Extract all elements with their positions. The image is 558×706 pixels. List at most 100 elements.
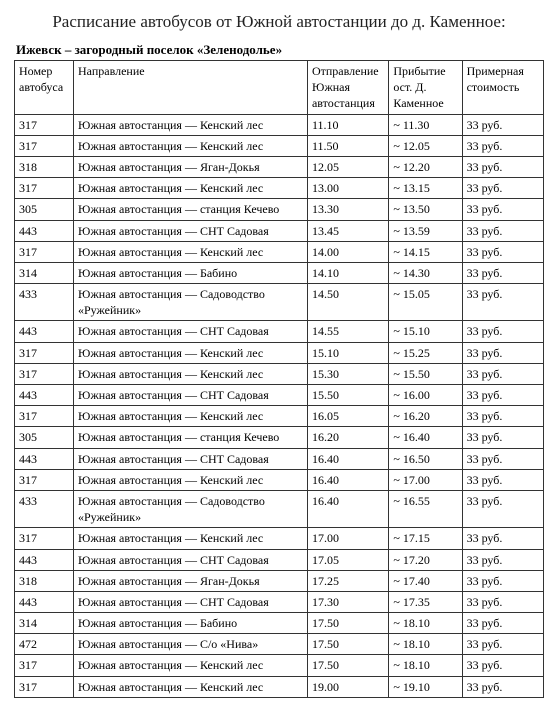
- cell-direction: Южная автостанция — СНТ Садовая: [74, 321, 308, 342]
- cell-direction: Южная автостанция — Кенский лес: [74, 135, 308, 156]
- table-body: 317Южная автостанция — Кенский лес11.10~…: [15, 114, 544, 697]
- cell-direction: Южная автостанция — Садоводство «Ружейни…: [74, 490, 308, 527]
- table-row: 317Южная автостанция — Кенский лес13.00~…: [15, 178, 544, 199]
- table-row: 317Южная автостанция — Кенский лес15.30~…: [15, 363, 544, 384]
- cell-bus-number: 317: [15, 114, 74, 135]
- cell-direction: Южная автостанция — СНТ Садовая: [74, 220, 308, 241]
- cell-departure: 13.00: [307, 178, 388, 199]
- cell-departure: 17.50: [307, 613, 388, 634]
- table-row: 443Южная автостанция — СНТ Садовая14.55~…: [15, 321, 544, 342]
- cell-bus-number: 317: [15, 676, 74, 697]
- table-row: 305Южная автостанция — станция Кечево13.…: [15, 199, 544, 220]
- cell-bus-number: 433: [15, 490, 74, 527]
- cell-bus-number: 472: [15, 634, 74, 655]
- cell-direction: Южная автостанция — Кенский лес: [74, 655, 308, 676]
- table-row: 433Южная автостанция — Садоводство «Руже…: [15, 284, 544, 321]
- cell-bus-number: 317: [15, 469, 74, 490]
- col-departure: Отправление Южная автостанция: [307, 61, 388, 115]
- cell-bus-number: 433: [15, 284, 74, 321]
- table-row: 443Южная автостанция — СНТ Садовая17.30~…: [15, 591, 544, 612]
- cell-departure: 12.05: [307, 156, 388, 177]
- cell-bus-number: 305: [15, 199, 74, 220]
- cell-arrival: ~ 17.35: [389, 591, 462, 612]
- table-row: 317Южная автостанция — Кенский лес17.00~…: [15, 528, 544, 549]
- cell-bus-number: 314: [15, 613, 74, 634]
- cell-direction: Южная автостанция — Яган-Докья: [74, 156, 308, 177]
- cell-departure: 17.50: [307, 634, 388, 655]
- page-title: Расписание автобусов от Южной автостанци…: [14, 12, 544, 32]
- schedule-table: Номер автобуса Направление Отправление Ю…: [14, 60, 544, 698]
- cell-cost: 33 руб.: [462, 363, 543, 384]
- cell-bus-number: 317: [15, 241, 74, 262]
- cell-cost: 33 руб.: [462, 284, 543, 321]
- cell-cost: 33 руб.: [462, 427, 543, 448]
- cell-cost: 33 руб.: [462, 490, 543, 527]
- cell-cost: 33 руб.: [462, 613, 543, 634]
- cell-bus-number: 443: [15, 385, 74, 406]
- cell-bus-number: 443: [15, 321, 74, 342]
- cell-bus-number: 317: [15, 135, 74, 156]
- cell-cost: 33 руб.: [462, 114, 543, 135]
- cell-departure: 15.50: [307, 385, 388, 406]
- cell-bus-number: 317: [15, 528, 74, 549]
- cell-departure: 17.05: [307, 549, 388, 570]
- cell-direction: Южная автостанция — Кенский лес: [74, 406, 308, 427]
- table-row: 317Южная автостанция — Кенский лес14.00~…: [15, 241, 544, 262]
- cell-departure: 16.40: [307, 490, 388, 527]
- table-row: 318Южная автостанция — Яган-Докья17.25~ …: [15, 570, 544, 591]
- cell-arrival: ~ 15.50: [389, 363, 462, 384]
- cell-direction: Южная автостанция — Кенский лес: [74, 469, 308, 490]
- cell-bus-number: 317: [15, 363, 74, 384]
- cell-arrival: ~ 15.05: [389, 284, 462, 321]
- cell-departure: 13.30: [307, 199, 388, 220]
- table-row: 317Южная автостанция — Кенский лес19.00~…: [15, 676, 544, 697]
- cell-arrival: ~ 15.10: [389, 321, 462, 342]
- table-row: 305Южная автостанция — станция Кечево16.…: [15, 427, 544, 448]
- cell-direction: Южная автостанция — Кенский лес: [74, 178, 308, 199]
- table-row: 317Южная автостанция — Кенский лес15.10~…: [15, 342, 544, 363]
- cell-direction: Южная автостанция — Яган-Докья: [74, 570, 308, 591]
- cell-direction: Южная автостанция — Кенский лес: [74, 528, 308, 549]
- cell-cost: 33 руб.: [462, 135, 543, 156]
- cell-direction: Южная автостанция — Кенский лес: [74, 342, 308, 363]
- cell-bus-number: 305: [15, 427, 74, 448]
- table-row: 433Южная автостанция — Садоводство «Руже…: [15, 490, 544, 527]
- route-subtitle: Ижевск – загородный поселок «Зеленодолье…: [14, 42, 544, 58]
- cell-cost: 33 руб.: [462, 634, 543, 655]
- cell-arrival: ~ 16.50: [389, 448, 462, 469]
- table-row: 317Южная автостанция — Кенский лес16.40~…: [15, 469, 544, 490]
- cell-bus-number: 318: [15, 570, 74, 591]
- cell-departure: 16.20: [307, 427, 388, 448]
- cell-bus-number: 318: [15, 156, 74, 177]
- table-row: 317Южная автостанция — Кенский лес16.05~…: [15, 406, 544, 427]
- cell-arrival: ~ 17.15: [389, 528, 462, 549]
- cell-bus-number: 443: [15, 220, 74, 241]
- cell-cost: 33 руб.: [462, 448, 543, 469]
- table-row: 443Южная автостанция — СНТ Садовая16.40~…: [15, 448, 544, 469]
- cell-cost: 33 руб.: [462, 469, 543, 490]
- cell-direction: Южная автостанция — станция Кечево: [74, 427, 308, 448]
- cell-arrival: ~ 17.00: [389, 469, 462, 490]
- cell-arrival: ~ 19.10: [389, 676, 462, 697]
- col-cost: Примерная стоимость: [462, 61, 543, 115]
- table-row: 314Южная автостанция — Бабино17.50~ 18.1…: [15, 613, 544, 634]
- table-row: 317Южная автостанция — Кенский лес11.50~…: [15, 135, 544, 156]
- cell-departure: 16.05: [307, 406, 388, 427]
- cell-bus-number: 317: [15, 406, 74, 427]
- cell-arrival: ~ 11.30: [389, 114, 462, 135]
- cell-cost: 33 руб.: [462, 676, 543, 697]
- table-row: 318Южная автостанция — Яган-Докья12.05~ …: [15, 156, 544, 177]
- cell-departure: 14.00: [307, 241, 388, 262]
- cell-arrival: ~ 17.40: [389, 570, 462, 591]
- cell-direction: Южная автостанция — Кенский лес: [74, 363, 308, 384]
- col-direction: Направление: [74, 61, 308, 115]
- cell-departure: 16.40: [307, 469, 388, 490]
- cell-arrival: ~ 18.10: [389, 613, 462, 634]
- cell-direction: Южная автостанция — станция Кечево: [74, 199, 308, 220]
- cell-direction: Южная автостанция — Бабино: [74, 613, 308, 634]
- cell-departure: 17.30: [307, 591, 388, 612]
- cell-cost: 33 руб.: [462, 549, 543, 570]
- cell-cost: 33 руб.: [462, 591, 543, 612]
- cell-arrival: ~ 12.05: [389, 135, 462, 156]
- cell-departure: 13.45: [307, 220, 388, 241]
